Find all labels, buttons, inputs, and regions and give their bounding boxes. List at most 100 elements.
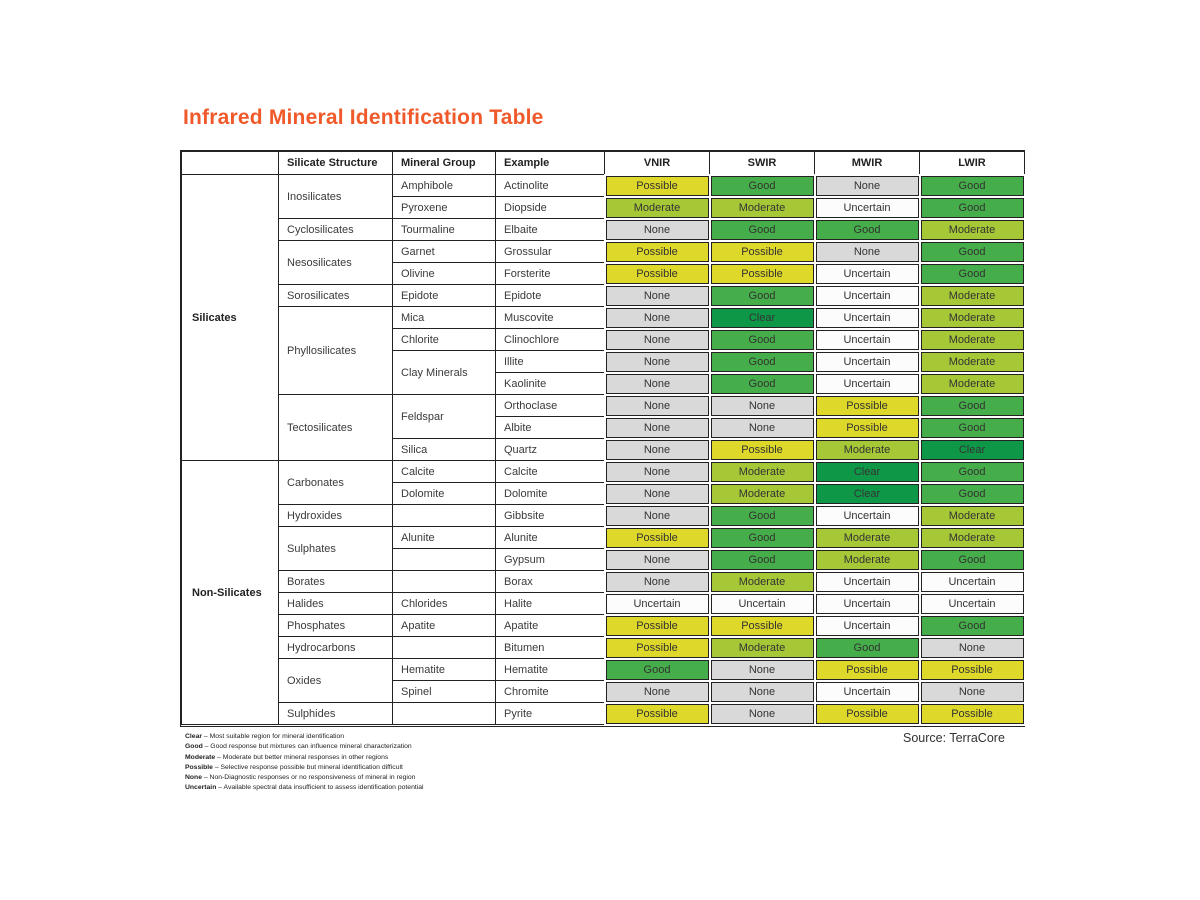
table-row: Sorosilicates Epidote Epidote None Good …	[182, 283, 1026, 308]
table-row: Silicates Inosilicates Amphibole Actinol…	[181, 173, 1026, 461]
rating-cell: Good	[708, 547, 816, 572]
table-row: Phyllosilicates Mica Muscovite None Clea…	[182, 305, 1026, 395]
mineral-table-container: Silicate Structure Mineral Group Example…	[180, 150, 1026, 727]
mineral-group-cell	[392, 504, 496, 527]
rating-cell: Moderate	[918, 503, 1026, 528]
mineral-group-cell: Pyroxene	[392, 196, 496, 219]
table-row: Phosphates Apatite Apatite Possible Poss…	[182, 613, 1026, 638]
rating-cell: Uncertain	[813, 283, 921, 308]
rating-cell: Clear	[918, 437, 1026, 462]
rating-cell: Possible	[603, 239, 711, 264]
col-header-lwir: LWIR	[919, 151, 1025, 175]
table-row: Halides Chlorides Halite Uncertain Uncer…	[182, 591, 1026, 616]
col-header-group: Mineral Group	[392, 151, 496, 175]
rating-cell: Moderate	[918, 217, 1026, 242]
rating-cell: None	[603, 217, 711, 242]
rating-cell: None	[603, 503, 711, 528]
example-cell: Albite	[495, 416, 605, 439]
rating-cell: Uncertain	[813, 569, 921, 594]
mineral-group-cell: Apatite	[392, 614, 496, 637]
rating-cell: None	[918, 679, 1026, 704]
col-header-example: Example	[495, 151, 605, 175]
table-row: Sulphides Pyrite Possible None Possible …	[182, 701, 1026, 726]
mineral-group-cell: Amphibole	[392, 174, 496, 197]
rating-cell: Uncertain	[813, 327, 921, 352]
table-row: Oxides Hematite Hematite Good None Possi…	[182, 657, 1026, 703]
mineral-group-cell: Olivine	[392, 262, 496, 285]
table-row: Spinel Chromite None None Uncertain None	[182, 679, 1026, 704]
rating-cell: Possible	[918, 701, 1026, 726]
mineral-group-cell: Chlorite	[392, 328, 496, 351]
rating-cell: Good	[708, 327, 816, 352]
rating-cell: None	[603, 415, 711, 440]
rating-cell: Possible	[603, 701, 711, 726]
rating-cell: Clear	[813, 459, 921, 484]
rating-cell: None	[603, 679, 711, 704]
structure-cell: Sulphides	[278, 702, 393, 725]
example-cell: Hematite	[495, 658, 605, 681]
rating-cell: Good	[918, 195, 1026, 220]
source-attribution: Source: TerraCore	[903, 731, 1005, 745]
rating-cell: None	[708, 393, 816, 418]
rating-cell: Possible	[918, 657, 1026, 682]
rating-cell: Good	[918, 459, 1026, 484]
rating-cell: Good	[708, 525, 816, 550]
legend-item: None – Non-Diagnostic responses or no re…	[185, 774, 416, 782]
mineral-group-cell: Garnet	[392, 240, 496, 263]
rating-cell: Good	[813, 635, 921, 660]
rating-cell: Good	[918, 261, 1026, 286]
rating-cell: Good	[918, 415, 1026, 440]
mineral-group-cell: Epidote	[392, 284, 496, 307]
rating-cell: None	[603, 547, 711, 572]
rating-cell: None	[708, 657, 816, 682]
structure-cell: Cyclosilicates	[278, 218, 393, 241]
rating-cell: Possible	[603, 173, 711, 198]
rating-cell: Good	[918, 613, 1026, 638]
example-cell: Gypsum	[495, 548, 605, 571]
rating-cell: None	[603, 481, 711, 506]
structure-cell: Tectosilicates	[278, 394, 393, 461]
rating-cell: Moderate	[708, 459, 816, 484]
header-row: Silicate Structure Mineral Group Example…	[181, 151, 1025, 175]
table-row: Pyroxene Diopside Moderate Moderate Unce…	[182, 195, 1026, 220]
rating-cell: Good	[603, 657, 711, 682]
rating-cell: Moderate	[708, 569, 816, 594]
mineral-group-cell	[392, 548, 496, 571]
rating-cell: Possible	[708, 613, 816, 638]
rating-cell: None	[603, 569, 711, 594]
rating-cell: Possible	[813, 393, 921, 418]
example-cell: Epidote	[495, 284, 605, 307]
example-cell: Calcite	[495, 460, 605, 483]
structure-cell: Carbonates	[278, 460, 393, 505]
rating-cell: Moderate	[918, 349, 1026, 374]
rating-cell: Possible	[813, 657, 921, 682]
example-cell: Bitumen	[495, 636, 605, 659]
col-header-swir: SWIR	[709, 151, 815, 175]
rating-cell: Possible	[603, 525, 711, 550]
mineral-group-cell	[392, 702, 496, 725]
rating-cell: Uncertain	[813, 613, 921, 638]
mineral-group-cell: Silica	[392, 438, 496, 461]
mineral-group-cell: Tourmaline	[392, 218, 496, 241]
example-cell: Borax	[495, 570, 605, 593]
rating-cell: None	[603, 393, 711, 418]
rating-cell: Uncertain	[708, 591, 816, 616]
rating-cell: None	[603, 349, 711, 374]
rating-cell: Clear	[813, 481, 921, 506]
structure-cell: Oxides	[278, 658, 393, 703]
legend-item: Uncertain – Available spectral data insu…	[185, 784, 424, 792]
rating-cell: None	[918, 635, 1026, 660]
structure-cell: Hydrocarbons	[278, 636, 393, 659]
rating-cell: Uncertain	[813, 679, 921, 704]
rating-cell: Good	[708, 503, 816, 528]
table-row: Tectosilicates Feldspar Orthoclase None …	[182, 393, 1026, 461]
rating-cell: None	[603, 305, 711, 330]
rating-cell: Uncertain	[813, 261, 921, 286]
col-header-structure: Silicate Structure	[278, 151, 393, 175]
rating-cell: Good	[708, 217, 816, 242]
example-cell: Quartz	[495, 438, 605, 461]
mineral-group-cell: Clay Minerals	[392, 350, 496, 395]
structure-cell: Borates	[278, 570, 393, 593]
rating-cell: Moderate	[918, 525, 1026, 550]
table-row: Clay Minerals Illite None Good Uncertain…	[182, 349, 1026, 395]
